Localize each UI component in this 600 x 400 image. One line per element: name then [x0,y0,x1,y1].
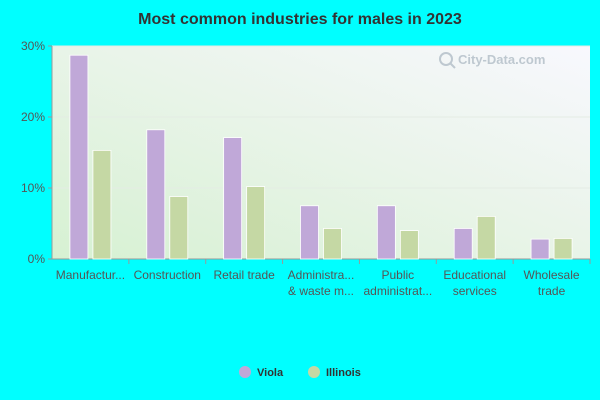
bar-illinois-4 [399,230,419,260]
watermark-text: City-Data.com [458,52,545,67]
bar-illinois-5 [476,215,496,260]
x-tick-label: & waste m... [288,284,354,298]
legend-label-illinois: Illinois [326,367,361,379]
x-tick-label: Wholesale [524,268,580,282]
bar-viola-5 [453,228,473,260]
bar-illinois-6 [553,238,573,260]
y-axis: 0% 10% 20% 30% [21,39,53,266]
chart-title: Most common industries for males in 2023 [138,11,462,28]
x-tick-label: trade [538,284,566,298]
bar-illinois-2 [246,186,266,260]
bar-illinois-3 [323,228,342,260]
legend: Viola Illinois [239,366,361,379]
bar-viola-6 [530,238,550,260]
magnifier-icon [439,52,456,69]
bar-illinois-0 [92,149,112,260]
x-tick-label: Public [382,268,415,282]
plot-area [52,46,590,259]
legend-swatch-viola [239,366,251,378]
legend-label-viola: Viola [257,367,284,379]
bar-viola-0 [69,54,89,260]
bar-viola-3 [300,205,319,260]
x-tick-label: Retail trade [213,268,275,282]
bar-viola-1 [146,129,166,260]
x-axis: Manufactur... Construction Retail trade Adm… [52,258,591,298]
x-tick-label: Educational [443,268,506,282]
bar-illinois-1 [169,196,189,260]
bar-viola-2 [223,137,243,260]
y-tick-label: 30% [21,39,45,53]
watermark: City-Data.com [439,52,545,69]
bars [69,54,573,260]
x-tick-label: Administra... [288,268,355,282]
y-tick-label: 0% [28,252,46,266]
gridlines [52,45,590,189]
x-tick-label: Manufactur... [56,268,125,282]
x-tick-label: administrat... [364,284,433,298]
y-tick-label: 20% [21,110,45,124]
legend-swatch-illinois [308,366,320,378]
x-tick-label: services [453,284,497,298]
bar-viola-4 [376,205,396,260]
x-tick-label: Construction [134,268,201,282]
y-tick-label: 10% [21,181,45,195]
